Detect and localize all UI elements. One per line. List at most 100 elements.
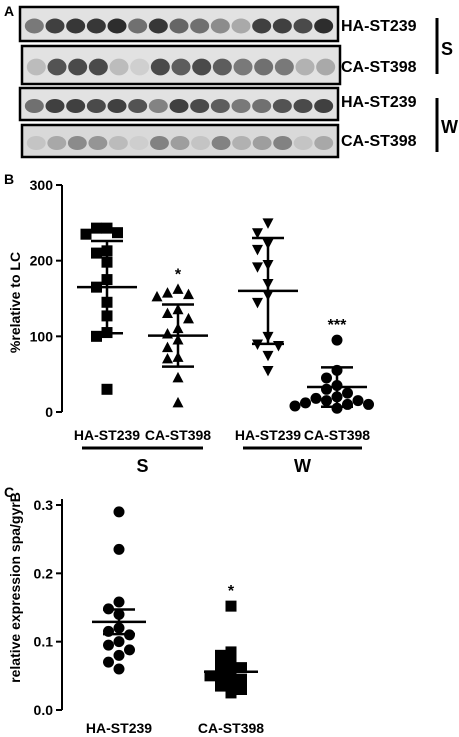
data-point — [183, 288, 194, 300]
panel-c-label: C — [4, 484, 14, 500]
blot-band — [68, 58, 88, 76]
category-label: HA-ST239 — [74, 427, 140, 443]
y-axis-label: relative expression spa/gyrB — [7, 492, 23, 683]
data-point — [310, 392, 322, 404]
data-point — [262, 218, 274, 229]
y-axis-label: %relative to LC — [7, 252, 23, 353]
blot-band — [47, 58, 67, 76]
blot-band — [171, 58, 191, 76]
group-label-w: W — [441, 117, 458, 137]
data-point — [91, 247, 102, 259]
y-tick-label: 0.3 — [34, 497, 54, 513]
significance-label: * — [175, 266, 182, 283]
data-point — [124, 644, 135, 656]
data-point — [113, 649, 125, 661]
data-point — [204, 670, 216, 682]
blot-band — [150, 58, 170, 76]
blot-band — [192, 58, 212, 76]
data-point — [162, 307, 173, 319]
data-point — [162, 341, 173, 353]
y-tick-label: 300 — [30, 177, 54, 193]
y-tick-label: 100 — [30, 328, 54, 344]
blot-band — [107, 98, 127, 114]
blot-band — [148, 98, 168, 114]
panel-a-label: A — [4, 3, 14, 19]
blot-band — [66, 18, 86, 34]
data-point — [103, 639, 114, 651]
blot-band — [128, 98, 148, 114]
data-point — [342, 387, 353, 399]
significance-label: * — [228, 583, 235, 600]
y-tick-label: 200 — [30, 253, 54, 269]
blot-band — [293, 98, 313, 114]
blot-band — [66, 98, 86, 114]
data-point — [172, 396, 184, 408]
data-point — [101, 222, 113, 234]
y-tick-label: 0.0 — [34, 702, 54, 718]
data-point — [289, 400, 301, 412]
group-label: W — [294, 456, 311, 476]
blot-band — [273, 135, 293, 151]
blot-band — [254, 58, 274, 76]
data-point — [162, 352, 173, 364]
data-point — [262, 350, 274, 362]
data-point — [252, 297, 263, 309]
category-label: CA-ST398 — [145, 427, 211, 443]
data-point — [262, 365, 274, 377]
blot-band — [67, 135, 87, 151]
blot-band — [107, 18, 127, 34]
chart-c: 0.0 0.1 0.2 0.3 relative expression spa/gyrB… — [7, 492, 264, 736]
data-point — [113, 543, 125, 555]
blot-band — [24, 18, 44, 34]
data-point — [300, 397, 311, 409]
data-point — [113, 636, 125, 648]
data-point — [321, 372, 332, 384]
y-tick-label: 0 — [45, 404, 53, 420]
data-point — [321, 395, 332, 407]
blot-band — [86, 98, 106, 114]
category-label: HA-ST239 — [235, 427, 301, 443]
blot-label: CA-ST398 — [341, 59, 417, 76]
blot-band — [88, 58, 108, 76]
data-point — [225, 646, 237, 658]
blot-band — [274, 58, 294, 76]
blot-band — [316, 58, 336, 76]
data-point — [352, 395, 364, 407]
data-point — [363, 398, 374, 410]
blot-band — [190, 98, 210, 114]
data-point — [215, 649, 226, 661]
blot-band — [130, 58, 150, 76]
blot-band — [232, 135, 252, 151]
data-point — [225, 687, 237, 699]
data-point — [91, 330, 102, 342]
blot-band — [109, 58, 129, 76]
data-point — [252, 228, 263, 239]
group-label: S — [136, 456, 148, 476]
blot-band — [26, 135, 46, 151]
blot-band — [47, 135, 67, 151]
data-point — [252, 262, 263, 273]
data-point — [101, 383, 113, 395]
blot-band — [169, 18, 189, 34]
data-point — [151, 290, 163, 302]
data-point — [91, 222, 102, 234]
blot-band — [314, 18, 334, 34]
blot-band — [129, 135, 149, 151]
blot-band — [108, 135, 128, 151]
blot-band — [88, 135, 108, 151]
data-point — [162, 287, 173, 298]
blot-label: HA-ST239 — [341, 18, 417, 35]
blot-band — [191, 135, 210, 151]
blot-band — [45, 98, 65, 114]
blot-band — [169, 98, 189, 114]
blot-band — [233, 58, 253, 76]
category-label: CA-ST398 — [304, 427, 370, 443]
blot-band — [210, 98, 230, 114]
data-point — [225, 677, 237, 689]
blot-band — [212, 58, 232, 76]
data-point — [215, 680, 226, 692]
blot-band — [231, 18, 251, 34]
data-point — [252, 244, 263, 256]
data-point — [273, 341, 284, 352]
blot-band — [231, 98, 251, 114]
